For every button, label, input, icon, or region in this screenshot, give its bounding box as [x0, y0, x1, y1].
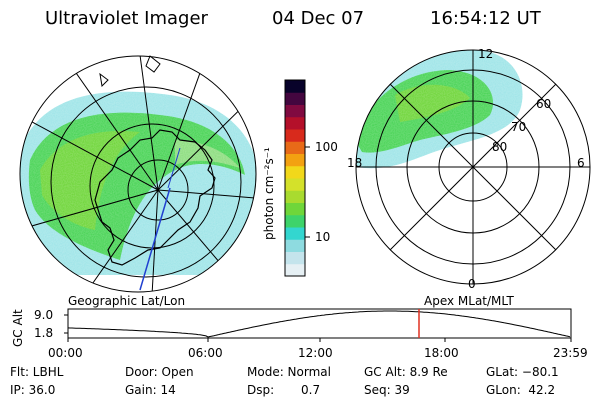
colorbar-label-100: 100 — [315, 140, 338, 154]
mlt-label-12: 12 — [478, 47, 494, 61]
mlt-label-0: 0 — [468, 277, 476, 291]
colorbar-segment — [285, 214, 305, 228]
mlt-label-6: 6 — [577, 156, 585, 170]
filter-readout: Flt: LBHL — [10, 365, 64, 379]
colorbar-segment — [285, 92, 305, 105]
colorbar-segment — [285, 227, 305, 240]
geographic-map — [19, 55, 257, 293]
timeline-xtick-1800: 18:00 — [424, 346, 459, 360]
mlat-label-60: 60 — [536, 97, 552, 111]
orbit-altitude-plot — [64, 308, 572, 342]
colorbar-segment — [285, 116, 305, 130]
glon-readout: GLon: 42.2 — [486, 383, 556, 397]
colorbar-segment — [285, 153, 305, 167]
colorbar-unit-label: photon cm⁻²s⁻¹ — [262, 147, 276, 240]
mode-readout: Mode: Normal — [247, 365, 331, 379]
timeline-xtick-1200: 12:00 — [298, 346, 333, 360]
timeline-ytick-top: 9.0 — [34, 308, 54, 322]
magnetic-map — [355, 49, 591, 285]
ip-readout: IP: 36.0 — [10, 383, 56, 397]
gain-readout: Gain: 14 — [125, 383, 176, 397]
colorbar-segment — [285, 141, 305, 154]
seq-readout: Seq: 39 — [364, 383, 410, 397]
magnetic-caption: Apex MLat/MLT — [424, 294, 514, 308]
dsp-value: 0.7 — [301, 383, 321, 397]
mlat-label-80: 80 — [492, 140, 508, 154]
geographic-caption: Geographic Lat/Lon — [68, 294, 186, 308]
timeline-ytick-bottom: 1.8 — [34, 326, 54, 340]
mlt-label-18: 18 — [347, 156, 363, 170]
observation-time: 16:54:12 UT — [430, 8, 541, 29]
colorbar-segment — [285, 239, 305, 252]
altitude-curve — [67, 310, 571, 338]
colorbar-segment — [285, 251, 305, 265]
colorbar-segment — [285, 80, 305, 93]
timeline-xtick-0000: 00:00 — [48, 346, 83, 360]
colorbar-segment — [285, 165, 305, 179]
door-readout: Door: Open — [125, 365, 194, 379]
gc-alt-readout: GC Alt: 8.9 Re — [364, 365, 448, 379]
timeline-xtick-0600: 06:00 — [188, 346, 223, 360]
colorbar-segment — [285, 263, 305, 277]
timeline-ylabel: GC Alt — [11, 309, 25, 347]
colorbar-segment — [285, 202, 305, 216]
colorbar-segment — [285, 129, 305, 142]
intensity-colorbar — [284, 79, 306, 277]
colorbar-segment — [285, 104, 305, 118]
instrument-title: Ultraviolet Imager — [45, 8, 208, 29]
timeline-xtick-2359: 23:59 — [553, 346, 588, 360]
colorbar-label-10: 10 — [315, 230, 331, 244]
glat-readout: GLat: −80.1 — [486, 365, 559, 379]
colorbar-segment — [285, 190, 305, 203]
mlat-label-70: 70 — [511, 120, 527, 134]
colorbar-segment — [285, 178, 305, 191]
coastline — [94, 129, 216, 266]
dsp-label: Dsp: — [247, 383, 275, 397]
observation-date: 04 Dec 07 — [272, 8, 365, 29]
